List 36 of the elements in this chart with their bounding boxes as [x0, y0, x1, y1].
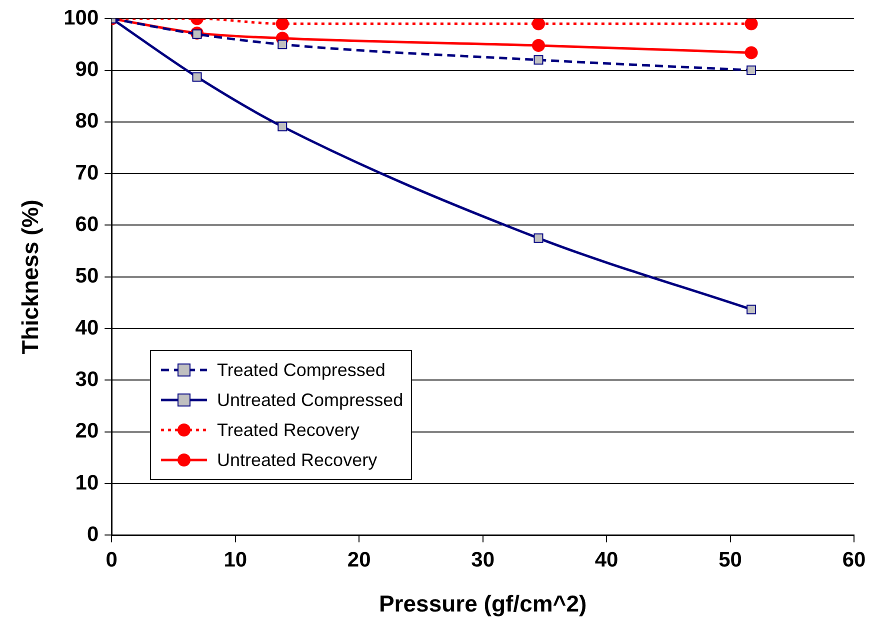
y-tick-label: 40 [75, 316, 99, 340]
point [744, 18, 758, 30]
point [746, 66, 756, 76]
point [278, 122, 288, 132]
legend-label: Untreated Recovery [217, 449, 378, 472]
y-tick-label: 10 [75, 471, 99, 494]
x-tick-label: 0 [106, 548, 118, 572]
point [534, 55, 544, 65]
legend-label: Treated Recovery [217, 419, 360, 442]
point [278, 40, 288, 50]
x-tick-label: 40 [594, 548, 618, 572]
point [746, 304, 756, 314]
y-tick-label: 70 [75, 161, 99, 184]
x-tick-label: 20 [347, 548, 371, 572]
x-tick-label: 10 [224, 548, 248, 572]
y-tick-label: 100 [64, 6, 99, 30]
y-axis-title: Thickness (%) [17, 200, 44, 354]
point [534, 233, 544, 243]
x-tick-label: 60 [842, 548, 866, 572]
x-tick-label: 30 [471, 548, 494, 572]
y-tick-label: 60 [75, 213, 99, 236]
point [192, 72, 202, 82]
point [744, 46, 758, 60]
y-tick-label: 30 [75, 368, 99, 392]
y-tick-label: 80 [75, 110, 99, 133]
x-axis-title: Pressure (gf/cm^2) [378, 590, 587, 617]
y-tick-label: 50 [75, 264, 99, 288]
point [532, 18, 545, 30]
y-tick-label: 0 [86, 522, 99, 546]
legend-label: Treated Compressed [217, 359, 386, 382]
y-tick-label: 90 [75, 58, 99, 82]
point [276, 18, 289, 30]
y-tick-label: 20 [75, 420, 99, 443]
point [532, 38, 545, 52]
legend-label: Untreated Compressed [217, 389, 404, 412]
x-tick-label: 50 [718, 548, 742, 572]
